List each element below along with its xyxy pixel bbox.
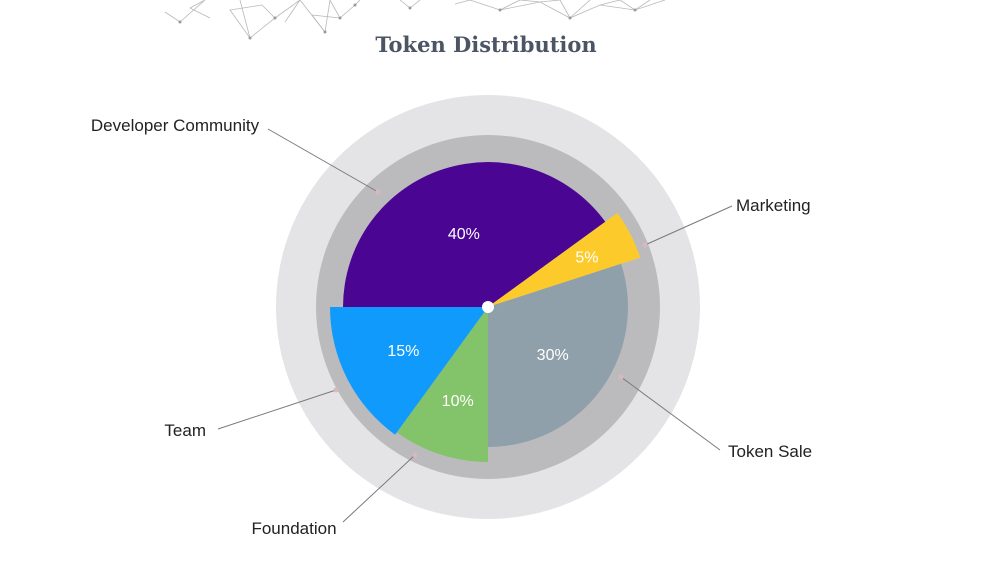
leader-line-token-sale bbox=[620, 376, 721, 451]
callout-label-token-sale: Token Sale bbox=[728, 442, 812, 461]
pie-slices bbox=[330, 162, 641, 462]
leader-dot-token-sale bbox=[618, 374, 624, 380]
leader-line-marketing bbox=[644, 205, 733, 246]
leader-dot-team bbox=[333, 387, 339, 393]
pie-center-dot bbox=[482, 301, 494, 313]
leader-dot-marketing bbox=[642, 242, 648, 248]
callout-label-foundation: Foundation bbox=[251, 519, 336, 538]
pie-slice-developer-community bbox=[343, 162, 606, 307]
slice-value-label-team: 15% bbox=[387, 343, 419, 360]
slice-value-label-foundation: 10% bbox=[442, 393, 474, 410]
pie-slice-foundation bbox=[396, 307, 488, 462]
leader-line-developer-community bbox=[267, 128, 379, 193]
leader-dot-developer-community bbox=[375, 189, 381, 195]
chart-title: Token Distribution bbox=[375, 32, 597, 57]
leader-dot-foundation bbox=[412, 452, 418, 458]
leader-line-foundation bbox=[342, 454, 416, 523]
callout-label-team: Team bbox=[164, 421, 206, 440]
slice-value-label-token-sale: 30% bbox=[537, 347, 569, 364]
pie-slice-token-sale bbox=[488, 263, 628, 447]
slice-value-labels: 40% 5% 30% 10% 15% bbox=[387, 226, 598, 410]
leader-lines bbox=[217, 128, 733, 523]
leader-line-team bbox=[217, 389, 337, 430]
pie-slice-marketing bbox=[488, 213, 641, 307]
callout-label-developer-community: Developer Community bbox=[91, 116, 260, 135]
decorative-network-pattern bbox=[164, 0, 666, 40]
pie-slice-team bbox=[330, 307, 488, 435]
slice-value-label-developer-community: 40% bbox=[448, 226, 480, 243]
slice-value-label-marketing: 5% bbox=[575, 250, 598, 267]
callout-label-marketing: Marketing bbox=[736, 196, 811, 215]
callout-labels: Developer Community Marketing Token Sale Fo… bbox=[91, 116, 812, 538]
